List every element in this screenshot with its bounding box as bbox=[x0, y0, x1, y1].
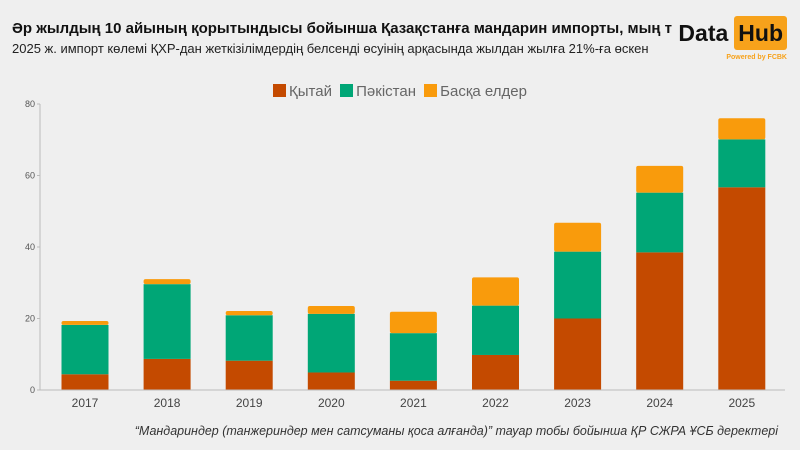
y-tick-label: 20 bbox=[25, 314, 35, 324]
bar-segment-Пәкістан bbox=[718, 139, 766, 188]
y-tick-label: 80 bbox=[25, 99, 35, 109]
datahub-logo: Data Hub Powered by FCBK bbox=[663, 16, 787, 62]
bar-segment-Басқа елдер bbox=[718, 118, 766, 140]
x-tick-label: 2021 bbox=[400, 396, 427, 410]
logo-text-data: Data bbox=[678, 20, 729, 46]
bar-segment-Қытай bbox=[472, 354, 519, 390]
legend: Қытай Пәкістан Басқа елдер bbox=[0, 83, 800, 101]
logo-wordmark: Data Hub bbox=[678, 16, 787, 50]
x-tick-label: 2018 bbox=[154, 396, 181, 410]
bar-segment-Басқа елдер bbox=[554, 222, 602, 252]
logo-tagline: Powered by FCBK bbox=[726, 54, 787, 61]
source-note: “Мандариндер (танжериндер мен сатсуманы … bbox=[134, 424, 778, 438]
bar-segment-Пәкістан bbox=[554, 251, 602, 319]
bar-segment-Қытай bbox=[143, 358, 191, 390]
legend-swatch bbox=[340, 84, 354, 97]
bar-segment-Пәкістан bbox=[307, 313, 355, 373]
y-tick-label: 60 bbox=[25, 171, 35, 181]
x-tick-label: 2025 bbox=[728, 396, 755, 410]
legend-item: Пәкістан bbox=[340, 83, 416, 101]
y-tick-label: 40 bbox=[25, 242, 35, 252]
legend-item: Басқа елдер bbox=[424, 83, 527, 101]
bar-segment-Қытай bbox=[636, 252, 684, 390]
bar-segment-Қытай bbox=[225, 360, 273, 390]
bar-segment-Пәкістан bbox=[636, 192, 684, 253]
legend-swatch bbox=[273, 84, 287, 97]
bar-segment-Басқа елдер bbox=[143, 279, 191, 285]
x-tick-label: 2019 bbox=[236, 396, 263, 410]
logo-text-hub: Hub bbox=[734, 16, 787, 50]
bar-segment-Қытай bbox=[554, 318, 602, 390]
chart-subtitle: 2025 ж. импорт көлемі ҚХР-дан жеткізілім… bbox=[12, 41, 649, 56]
bar-segment-Қытай bbox=[389, 380, 437, 390]
legend-label: Қытай bbox=[289, 83, 332, 100]
legend-label: Басқа елдер bbox=[440, 83, 527, 100]
bar-segment-Пәкістан bbox=[472, 305, 519, 355]
bar-segment-Пәкістан bbox=[389, 333, 437, 381]
x-tick-label: 2023 bbox=[564, 396, 591, 410]
x-tick-label: 2020 bbox=[318, 396, 345, 410]
bar-segment-Қытай bbox=[718, 187, 766, 390]
x-tick-label: 2024 bbox=[646, 396, 673, 410]
bar-segment-Басқа елдер bbox=[636, 165, 684, 193]
bar-segment-Басқа елдер bbox=[472, 277, 519, 306]
bar-segment-Пәкістан bbox=[225, 315, 273, 361]
legend-item: Қытай bbox=[273, 83, 332, 101]
bar-segment-Басқа елдер bbox=[225, 310, 273, 316]
legend-swatch bbox=[424, 84, 438, 97]
x-tick-label: 2017 bbox=[72, 396, 99, 410]
y-tick-label: 0 bbox=[30, 385, 35, 395]
bar-segment-Басқа елдер bbox=[389, 311, 437, 334]
bar-segment-Басқа елдер bbox=[307, 305, 355, 314]
bar-segment-Пәкістан bbox=[143, 284, 191, 359]
x-tick-label: 2022 bbox=[482, 396, 509, 410]
bar-segment-Басқа елдер bbox=[61, 321, 109, 325]
bar-segment-Қытай bbox=[307, 372, 355, 390]
bar-segment-Пәкістан bbox=[61, 324, 109, 375]
legend-label: Пәкістан bbox=[356, 83, 416, 100]
chart-title: Әр жылдың 10 айының қорытындысы бойынша … bbox=[12, 20, 673, 37]
bar-segment-Қытай bbox=[61, 374, 109, 390]
